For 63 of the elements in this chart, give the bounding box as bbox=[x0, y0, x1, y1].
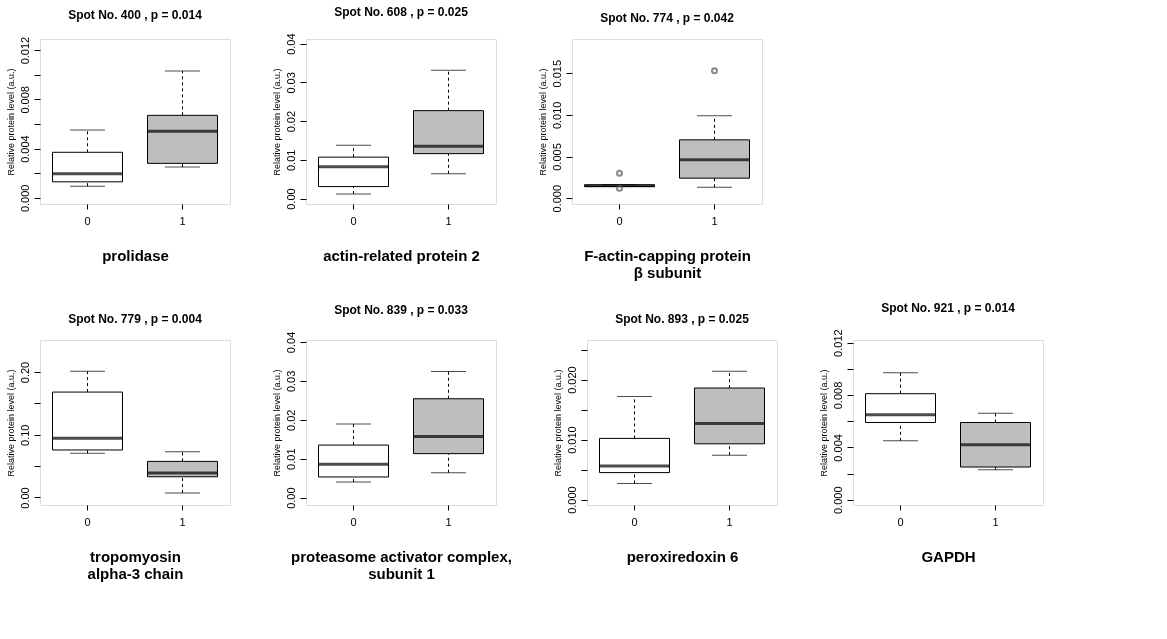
y-tick-label: 0.004 bbox=[831, 434, 844, 462]
x-axis-title: F-actin-capping protein β subunit bbox=[584, 246, 751, 281]
x-tick-label: 0 bbox=[350, 515, 357, 528]
y-tick-label: 0.000 bbox=[18, 184, 31, 213]
x-tick-label: 1 bbox=[445, 515, 452, 528]
chart-title: Spot No. 779 , p = 0.004 bbox=[68, 312, 203, 326]
x-tick-label: 0 bbox=[616, 214, 623, 227]
x-axis-title: tropomyosin alpha-3 chain bbox=[87, 547, 184, 582]
x-tick-label: 1 bbox=[179, 515, 186, 528]
x-axis-title: peroxiredoxin 6 bbox=[626, 547, 739, 565]
y-tick-label: 0.00 bbox=[18, 487, 31, 509]
y-tick-label: 0.008 bbox=[18, 86, 31, 114]
y-tick-label: 0.20 bbox=[18, 361, 31, 384]
x-tick-label: 1 bbox=[179, 214, 186, 227]
chart-title: Spot No. 608 , p = 0.025 bbox=[334, 4, 469, 19]
y-axis-title: Relative protein level (a.u.) bbox=[552, 369, 563, 477]
y-tick-label: 0.000 bbox=[550, 184, 563, 213]
chart-title: Spot No. 893 , p = 0.025 bbox=[615, 312, 750, 326]
y-tick-label: 0.04 bbox=[284, 33, 297, 55]
x-tick-label: 1 bbox=[992, 515, 999, 528]
y-tick-label: 0.00 bbox=[284, 188, 297, 210]
y-tick-label: 0.020 bbox=[565, 366, 578, 394]
y-tick-label: 0.004 bbox=[18, 135, 31, 163]
y-tick-label: 0.012 bbox=[18, 36, 31, 65]
chart-title: Spot No. 774 , p = 0.042 bbox=[600, 11, 735, 25]
chart-title: Spot No. 921 , p = 0.014 bbox=[881, 300, 1016, 315]
y-axis-title: Relative protein level (a.u.) bbox=[5, 68, 16, 176]
y-tick-label: 0.02 bbox=[284, 409, 297, 431]
x-axis-title: prolidase bbox=[102, 246, 169, 264]
y-tick-label: 0.01 bbox=[284, 149, 297, 172]
y-tick-label: 0.03 bbox=[284, 370, 297, 393]
y-tick-label: 0.10 bbox=[18, 424, 31, 446]
y-tick-label: 0.000 bbox=[831, 486, 844, 515]
y-tick-label: 0.000 bbox=[565, 486, 578, 514]
y-tick-label: 0.008 bbox=[831, 381, 844, 410]
y-tick-label: 0.03 bbox=[284, 72, 297, 94]
y-axis-title: Relative protein level (a.u.) bbox=[818, 369, 829, 477]
x-axis-title: actin-related protein 2 bbox=[323, 246, 480, 264]
x-tick-label: 0 bbox=[84, 214, 91, 227]
y-tick-label: 0.01 bbox=[284, 448, 297, 470]
x-tick-label: 0 bbox=[350, 214, 357, 227]
x-axis-title: proteasome activator complex, subunit 1 bbox=[291, 547, 512, 582]
y-tick-label: 0.005 bbox=[550, 143, 563, 171]
y-tick-label: 0.010 bbox=[550, 101, 563, 130]
x-tick-label: 1 bbox=[726, 515, 733, 528]
x-tick-label: 1 bbox=[445, 214, 452, 227]
y-tick-label: 0.015 bbox=[550, 59, 563, 88]
y-tick-label: 0.012 bbox=[831, 329, 844, 357]
x-tick-label: 0 bbox=[897, 515, 904, 528]
x-tick-label: 0 bbox=[84, 515, 91, 528]
y-axis-title: Relative protein level (a.u.) bbox=[5, 369, 16, 477]
y-tick-label: 0.010 bbox=[565, 426, 578, 454]
y-axis-title: Relative protein level (a.u.) bbox=[537, 68, 548, 176]
chart-title: Spot No. 400 , p = 0.014 bbox=[68, 8, 203, 23]
x-axis-title: GAPDH bbox=[921, 547, 976, 565]
y-tick-label: 0.04 bbox=[284, 331, 297, 354]
chart-title: Spot No. 839 , p = 0.033 bbox=[334, 303, 469, 318]
y-tick-label: 0.02 bbox=[284, 110, 297, 133]
y-axis-title: Relative protein level (a.u.) bbox=[271, 369, 282, 477]
y-axis-title: Relative protein level (a.u.) bbox=[271, 68, 282, 176]
x-tick-label: 1 bbox=[711, 214, 718, 227]
y-tick-label: 0.00 bbox=[284, 487, 297, 509]
x-tick-label: 0 bbox=[631, 515, 638, 528]
